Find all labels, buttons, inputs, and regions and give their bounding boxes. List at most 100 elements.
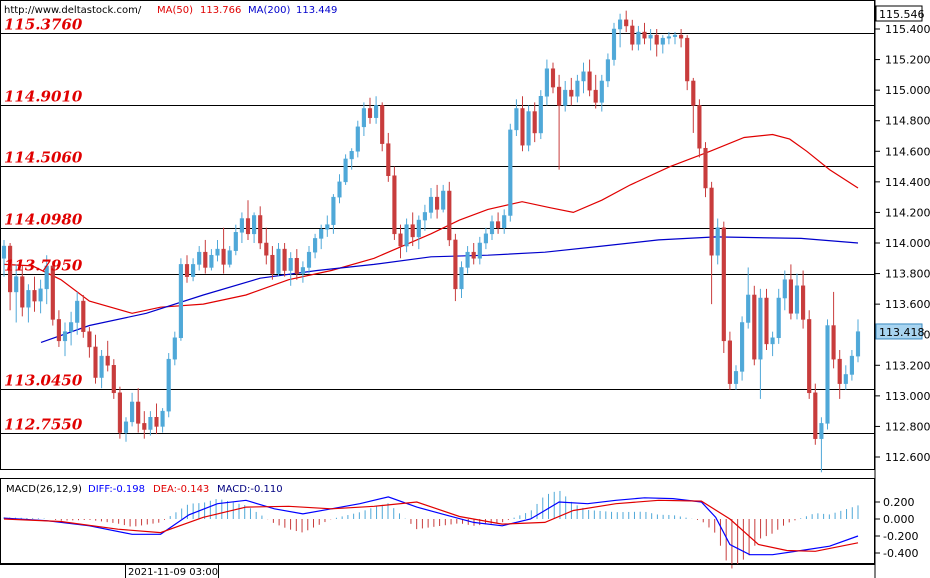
candle bbox=[496, 212, 501, 234]
current-price-text: 113.418 bbox=[879, 326, 925, 339]
macd-tick-label: -0.200 bbox=[883, 530, 918, 543]
price-tick-label: 115.200 bbox=[885, 54, 930, 67]
candle bbox=[26, 284, 31, 323]
candle bbox=[75, 291, 80, 335]
ma50-line bbox=[3, 133, 859, 314]
candle bbox=[691, 77, 696, 133]
price-tick-label: 114.400 bbox=[885, 176, 930, 189]
candle bbox=[282, 243, 287, 277]
candle bbox=[386, 132, 391, 182]
moving-averages bbox=[3, 133, 859, 343]
candle bbox=[526, 105, 531, 152]
price-tick-label: 113.200 bbox=[885, 359, 930, 372]
candle bbox=[465, 246, 470, 274]
candle bbox=[746, 267, 751, 329]
candle bbox=[313, 233, 318, 259]
candle bbox=[264, 227, 269, 265]
candle bbox=[380, 102, 385, 152]
candle bbox=[233, 224, 238, 256]
time-label: 2021-11-09 03:00 bbox=[128, 567, 218, 578]
macd-diff-line bbox=[3, 496, 859, 556]
candle bbox=[679, 29, 684, 48]
macd-dea-line bbox=[3, 499, 859, 552]
candle bbox=[367, 97, 373, 124]
candle bbox=[130, 392, 135, 427]
macd-tick-label: 0.200 bbox=[883, 496, 915, 509]
candle bbox=[618, 13, 623, 48]
candle bbox=[654, 29, 659, 57]
candle bbox=[837, 350, 842, 399]
candle bbox=[136, 388, 141, 433]
candle bbox=[99, 350, 104, 389]
candle bbox=[709, 181, 714, 305]
candle bbox=[782, 270, 787, 311]
macd-histogram bbox=[3, 490, 859, 569]
macd-diff-label: DIFF:-0.198 bbox=[88, 484, 145, 495]
price-tick-label: 114.600 bbox=[885, 145, 930, 158]
candle bbox=[752, 285, 757, 366]
level-label: 114.5060 bbox=[4, 149, 83, 167]
candle bbox=[569, 77, 574, 106]
ma50-value: 113.766 bbox=[200, 5, 241, 16]
price-tick-label: 113.800 bbox=[885, 268, 930, 281]
candle bbox=[392, 166, 397, 240]
candle bbox=[715, 218, 720, 265]
candle bbox=[855, 319, 861, 363]
candle bbox=[184, 255, 190, 283]
candle bbox=[178, 258, 183, 341]
candle bbox=[93, 334, 98, 384]
price-tick-label: 113.600 bbox=[885, 298, 930, 311]
candle bbox=[32, 276, 37, 312]
candle bbox=[374, 96, 379, 124]
level-label: 113.7950 bbox=[4, 257, 83, 275]
candle bbox=[105, 340, 110, 372]
candle bbox=[331, 194, 336, 234]
candle bbox=[624, 10, 629, 33]
candle bbox=[245, 200, 251, 240]
candle bbox=[239, 212, 244, 243]
candle bbox=[477, 236, 482, 265]
ma200-value: 113.449 bbox=[296, 5, 337, 16]
candle bbox=[50, 261, 55, 326]
price-tick-label: 114.800 bbox=[885, 115, 930, 128]
site-url: http://www.deltastock.com/ bbox=[4, 5, 142, 16]
candle bbox=[422, 204, 427, 231]
level-label: 113.0450 bbox=[4, 372, 83, 390]
candle bbox=[166, 353, 171, 418]
candle bbox=[209, 249, 214, 271]
price-tick-label: 115.400 bbox=[885, 23, 930, 36]
candle bbox=[355, 120, 360, 158]
candle bbox=[221, 227, 226, 274]
candle bbox=[398, 224, 403, 259]
current-price-box bbox=[875, 323, 923, 340]
candle bbox=[349, 148, 354, 170]
price-tick-label: 114.000 bbox=[885, 237, 930, 250]
candle bbox=[435, 184, 440, 219]
macd-name: MACD(26,12,9) bbox=[6, 484, 82, 495]
candle bbox=[44, 255, 49, 305]
candle bbox=[215, 239, 220, 262]
candle bbox=[294, 249, 299, 280]
candle bbox=[471, 243, 476, 265]
candle bbox=[428, 187, 434, 219]
candle bbox=[489, 215, 495, 240]
candle bbox=[825, 319, 830, 430]
candle bbox=[801, 270, 806, 329]
candle bbox=[538, 90, 543, 140]
level-label: 112.7550 bbox=[4, 416, 83, 434]
candle bbox=[270, 246, 275, 280]
candle bbox=[459, 261, 464, 299]
macd-lines bbox=[3, 496, 859, 556]
candle bbox=[276, 243, 281, 277]
candle bbox=[258, 206, 263, 250]
candle bbox=[325, 215, 330, 237]
candle bbox=[337, 174, 342, 204]
candle bbox=[733, 365, 739, 390]
candle bbox=[788, 264, 793, 320]
candle bbox=[56, 310, 61, 347]
candle bbox=[843, 365, 848, 390]
candle bbox=[514, 99, 519, 136]
candle bbox=[770, 331, 775, 357]
candle bbox=[557, 74, 562, 170]
candle bbox=[807, 310, 812, 399]
